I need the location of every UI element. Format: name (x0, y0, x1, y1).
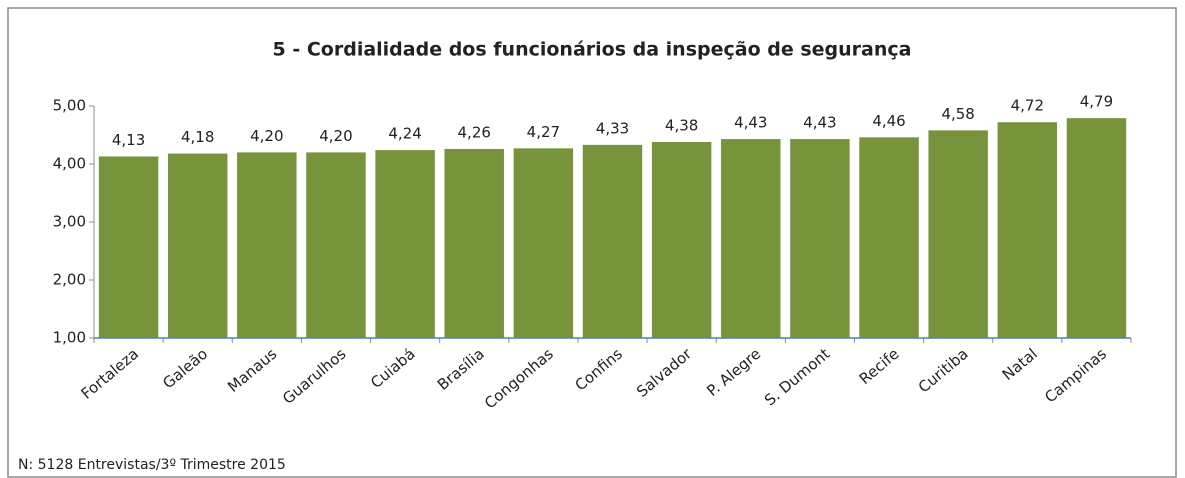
y-tick-label: 3,00 (53, 213, 86, 231)
value-label: 4,24 (388, 125, 421, 143)
value-label: 4,46 (872, 112, 905, 130)
value-label: 4,43 (803, 114, 836, 132)
y-tick-label: 1,00 (53, 329, 86, 347)
value-label: 4,79 (1080, 93, 1113, 111)
bar (513, 148, 574, 338)
value-label: 4,13 (112, 131, 145, 149)
bar (1066, 118, 1127, 339)
bar (98, 156, 159, 338)
value-label: 4,58 (941, 105, 974, 123)
bar (859, 137, 919, 338)
value-label: 4,20 (250, 127, 283, 145)
bar (790, 139, 850, 338)
footnote: N: 5128 Entrevistas/3º Trimestre 2015 (18, 457, 286, 473)
value-label: 4,27 (527, 123, 560, 141)
y-tick-label: 5,00 (53, 97, 86, 115)
bar (237, 152, 297, 338)
bar (997, 122, 1058, 339)
bar (721, 139, 781, 338)
bar (582, 144, 643, 338)
value-label: 4,38 (665, 116, 698, 134)
value-label: 4,72 (1011, 97, 1044, 115)
value-label: 4,18 (181, 128, 214, 146)
bar (651, 141, 712, 338)
value-label: 4,33 (596, 119, 629, 137)
bar (375, 150, 435, 338)
value-label: 4,43 (734, 114, 767, 132)
chart-title: 5 - Cordialidade dos funcionários da ins… (273, 39, 912, 61)
bar (167, 153, 228, 338)
bar (306, 152, 366, 338)
y-tick-label: 4,00 (53, 155, 86, 173)
bar (928, 130, 988, 338)
value-label: 4,26 (458, 123, 491, 141)
value-label: 4,20 (319, 127, 352, 145)
bar (444, 148, 504, 338)
y-tick-label: 2,00 (53, 271, 86, 289)
